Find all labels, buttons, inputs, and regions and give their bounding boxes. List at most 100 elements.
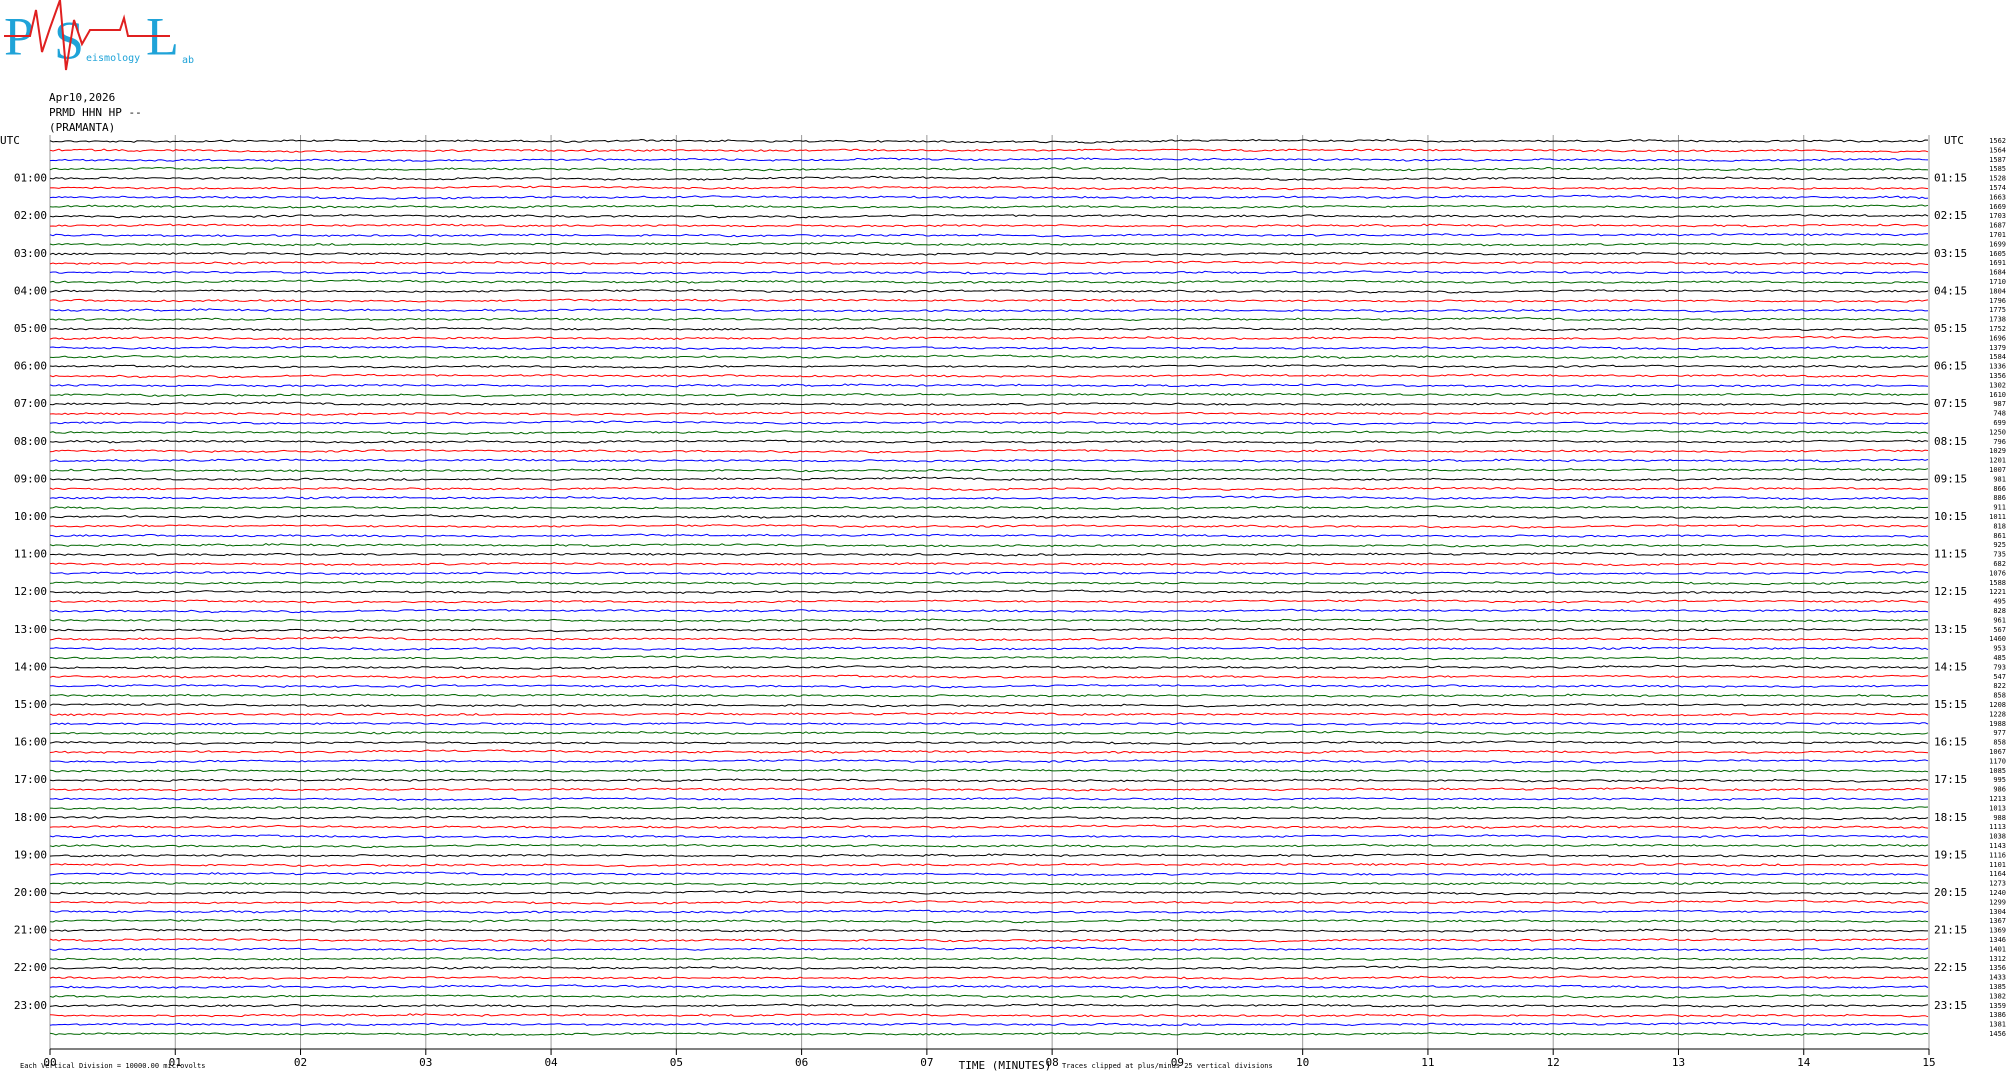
x-tick-label: 09 (1171, 1056, 1184, 1069)
trace (49, 354, 1929, 360)
trace-value: 1201 (1989, 457, 2006, 465)
x-tick-label: 08 (1046, 1056, 1059, 1069)
trace-value: 988 (1993, 814, 2006, 822)
trace-value: 1663 (1989, 193, 2006, 201)
hour-label: 18:00 (14, 811, 47, 824)
trace-value: 1401 (1989, 945, 2006, 953)
trace (49, 335, 1929, 341)
hour-label: 15:00 (14, 698, 47, 711)
trace-value: 1988 (1989, 720, 2006, 728)
trace-value: 682 (1993, 560, 2006, 568)
trace (49, 298, 1929, 303)
hour-label: 16:00 (14, 736, 47, 749)
trace-value: 1775 (1989, 306, 2006, 314)
x-tick-label: 02 (294, 1056, 307, 1069)
trace-value: 1299 (1989, 898, 2006, 906)
trace (50, 308, 1929, 313)
hour-label: 20:00 (14, 886, 47, 899)
trace-value: 1346 (1989, 936, 2006, 944)
trace (49, 730, 1929, 736)
logo-wave (4, 0, 170, 71)
hour-label: 05:15 (1934, 322, 1967, 335)
logo-letter: S (54, 10, 84, 70)
trace-value: 1113 (1989, 823, 2006, 831)
trace-value: 1250 (1989, 428, 2006, 436)
scale-note: Each Vertical Division = 10000.00 microv… (20, 1062, 205, 1070)
trace (49, 862, 1929, 868)
trace-value: 1164 (1989, 870, 2006, 878)
hour-label: 16:15 (1934, 736, 1967, 749)
date: Apr10,2026 (49, 91, 115, 104)
trace-value: 793 (1993, 663, 2006, 671)
hour-label: 04:15 (1934, 284, 1967, 297)
trace (49, 918, 1929, 924)
hour-label: 01:15 (1934, 172, 1967, 185)
trace-value: 1228 (1989, 710, 2006, 718)
trace-value: 1356 (1989, 964, 2006, 972)
trace (49, 316, 1929, 322)
hour-label: 01:00 (14, 172, 47, 185)
trace (49, 1003, 1929, 1008)
trace-value: 858 (1993, 739, 2006, 747)
trace-value: 1240 (1989, 889, 2006, 897)
trace (49, 270, 1928, 275)
hour-label: 19:15 (1934, 848, 1967, 861)
trace (49, 543, 1929, 548)
trace (49, 740, 1929, 745)
trace (49, 138, 1929, 144)
trace-value: 1381 (1989, 1021, 2006, 1029)
hour-label: 20:15 (1934, 886, 1967, 899)
hour-label: 03:00 (14, 247, 47, 260)
trace (49, 778, 1929, 783)
trace (49, 890, 1929, 896)
trace (49, 157, 1929, 162)
trace-value: 547 (1993, 673, 2006, 681)
trace-value: 886 (1993, 494, 2006, 502)
trace (49, 505, 1929, 510)
trace (49, 524, 1929, 529)
trace (49, 965, 1929, 970)
hour-label: 09:00 (14, 472, 47, 485)
trace-value: 987 (1993, 400, 2006, 408)
left-title: UTC (0, 134, 20, 147)
trace (49, 185, 1929, 191)
trace (49, 843, 1929, 849)
x-tick-label: 11 (1421, 1056, 1434, 1069)
hour-label: 08:15 (1934, 435, 1967, 448)
trace-value: 1085 (1989, 767, 2006, 775)
trace-value: 1687 (1989, 222, 2006, 230)
trace (49, 711, 1929, 717)
trace (49, 439, 1929, 444)
trace (49, 815, 1929, 821)
trace (49, 721, 1929, 726)
trace-value: 1170 (1989, 757, 2006, 765)
trace (49, 580, 1929, 586)
trace (50, 392, 1929, 398)
logo-word: ab (182, 55, 194, 66)
trace (49, 401, 1929, 407)
x-tick-label: 05 (670, 1056, 683, 1069)
hour-label: 13:00 (14, 623, 47, 636)
trace-value: 1304 (1989, 908, 2006, 916)
trace-value: 1208 (1989, 701, 2006, 709)
hour-label: 14:00 (14, 660, 47, 673)
trace (49, 204, 1929, 209)
hour-label: 14:15 (1934, 660, 1967, 673)
trace-value: 1587 (1989, 156, 2006, 164)
trace-value: 1585 (1989, 165, 2006, 173)
trace (49, 946, 1929, 952)
trace (49, 327, 1929, 332)
hour-label: 04:00 (14, 284, 47, 297)
x-tick-label: 07 (920, 1056, 933, 1069)
trace (49, 241, 1929, 247)
trace-value: 1067 (1989, 748, 2006, 756)
hour-label: 21:15 (1934, 924, 1967, 937)
hour-label: 21:00 (14, 924, 47, 937)
trace-value: 911 (1993, 504, 2006, 512)
trace (49, 938, 1929, 943)
x-tick-label: 03 (419, 1056, 432, 1069)
trace-value: 1796 (1989, 297, 2006, 305)
trace (49, 213, 1929, 219)
trace (49, 693, 1929, 698)
trace (49, 806, 1929, 811)
